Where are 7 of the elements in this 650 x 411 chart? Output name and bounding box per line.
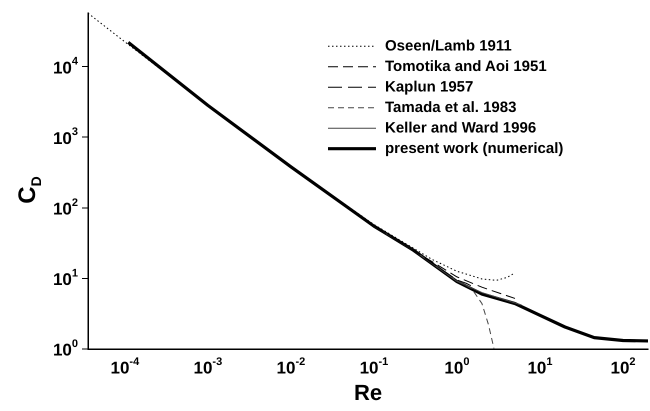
legend-label: Tamada et al. 1983 (385, 98, 516, 116)
legend-label: Oseen/Lamb 1911 (385, 37, 512, 54)
legend-label: Keller and Ward 1996 (385, 119, 536, 136)
x-axis-title: Re (354, 380, 382, 405)
legend-label: Kaplun 1957 (385, 78, 474, 96)
legend-label: present work (numerical) (385, 140, 564, 157)
legend-label: Tomotika and Aoi 1951 (385, 58, 547, 75)
